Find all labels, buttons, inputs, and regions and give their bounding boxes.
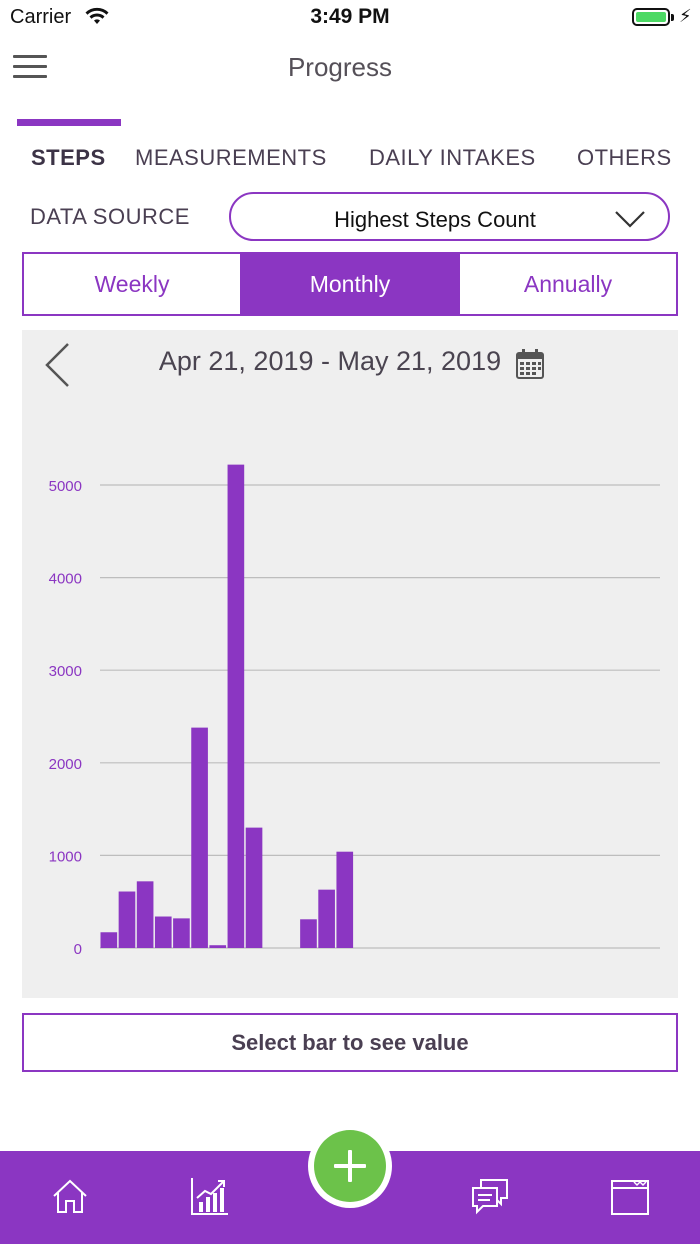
segment-annually[interactable]: Annually bbox=[458, 254, 676, 314]
selected-value-box: Select bar to see value bbox=[22, 1013, 678, 1072]
chat-icon[interactable] bbox=[469, 1176, 511, 1216]
tab-daily-intakes[interactable]: DAILY INTAKES bbox=[369, 145, 536, 170]
chart-bar[interactable] bbox=[100, 932, 118, 948]
segment-monthly[interactable]: Monthly bbox=[240, 254, 458, 314]
calendar-icon[interactable] bbox=[515, 348, 545, 380]
calendar-icon[interactable] bbox=[610, 1176, 650, 1216]
chart-bar[interactable] bbox=[209, 945, 227, 948]
date-range-label: Apr 21, 2019 - May 21, 2019 bbox=[158, 346, 502, 376]
plus-icon bbox=[334, 1150, 366, 1182]
y-tick-label: 2000 bbox=[49, 756, 82, 773]
chart-growth-icon[interactable] bbox=[190, 1176, 230, 1216]
add-button[interactable] bbox=[314, 1130, 386, 1202]
tab-others[interactable]: OTHERS bbox=[577, 145, 672, 170]
home-icon[interactable] bbox=[50, 1176, 90, 1216]
data-source-label: DATA SOURCE bbox=[30, 204, 190, 229]
chart-bar[interactable] bbox=[245, 827, 263, 948]
battery-cap bbox=[671, 14, 674, 21]
wifi-icon bbox=[85, 7, 109, 24]
hamburger-menu-icon[interactable] bbox=[13, 55, 47, 79]
period-segmented-control: Weekly Monthly Annually bbox=[22, 252, 678, 316]
chevron-down-icon bbox=[615, 211, 645, 228]
chart-bar[interactable] bbox=[300, 919, 317, 948]
chart-bar[interactable] bbox=[336, 851, 354, 948]
chart-bar[interactable] bbox=[318, 889, 335, 948]
y-tick-label: 3000 bbox=[49, 663, 82, 680]
data-source-dropdown[interactable]: Highest Steps Count bbox=[229, 192, 670, 241]
y-tick-label: 4000 bbox=[49, 571, 82, 588]
carrier-label: Carrier bbox=[10, 6, 72, 28]
y-tick-label: 0 bbox=[74, 941, 82, 958]
chart-bar[interactable] bbox=[227, 464, 245, 948]
status-time: 3:49 PM bbox=[310, 5, 390, 28]
data-source-value: Highest Steps Count bbox=[334, 207, 536, 232]
battery-icon bbox=[632, 8, 670, 26]
chart-bar[interactable] bbox=[154, 916, 172, 948]
chart-bar[interactable] bbox=[118, 891, 136, 948]
tab-steps[interactable]: STEPS bbox=[31, 145, 106, 170]
active-tab-indicator bbox=[17, 119, 121, 126]
chart-bar[interactable] bbox=[173, 918, 190, 948]
y-tick-label: 5000 bbox=[49, 478, 82, 495]
chart-bar[interactable] bbox=[191, 727, 208, 948]
tab-measurements[interactable]: MEASUREMENTS bbox=[135, 145, 327, 170]
chart-bar[interactable] bbox=[136, 881, 154, 948]
steps-bar-chart: 0 1000 2000 3000 4000 5000 bbox=[49, 464, 660, 958]
chevron-left-icon[interactable] bbox=[44, 342, 72, 390]
charging-bolt-icon: ⚡ bbox=[679, 6, 692, 27]
segment-weekly[interactable]: Weekly bbox=[94, 270, 170, 297]
page-title: Progress bbox=[287, 52, 393, 82]
y-tick-label: 1000 bbox=[49, 848, 82, 865]
